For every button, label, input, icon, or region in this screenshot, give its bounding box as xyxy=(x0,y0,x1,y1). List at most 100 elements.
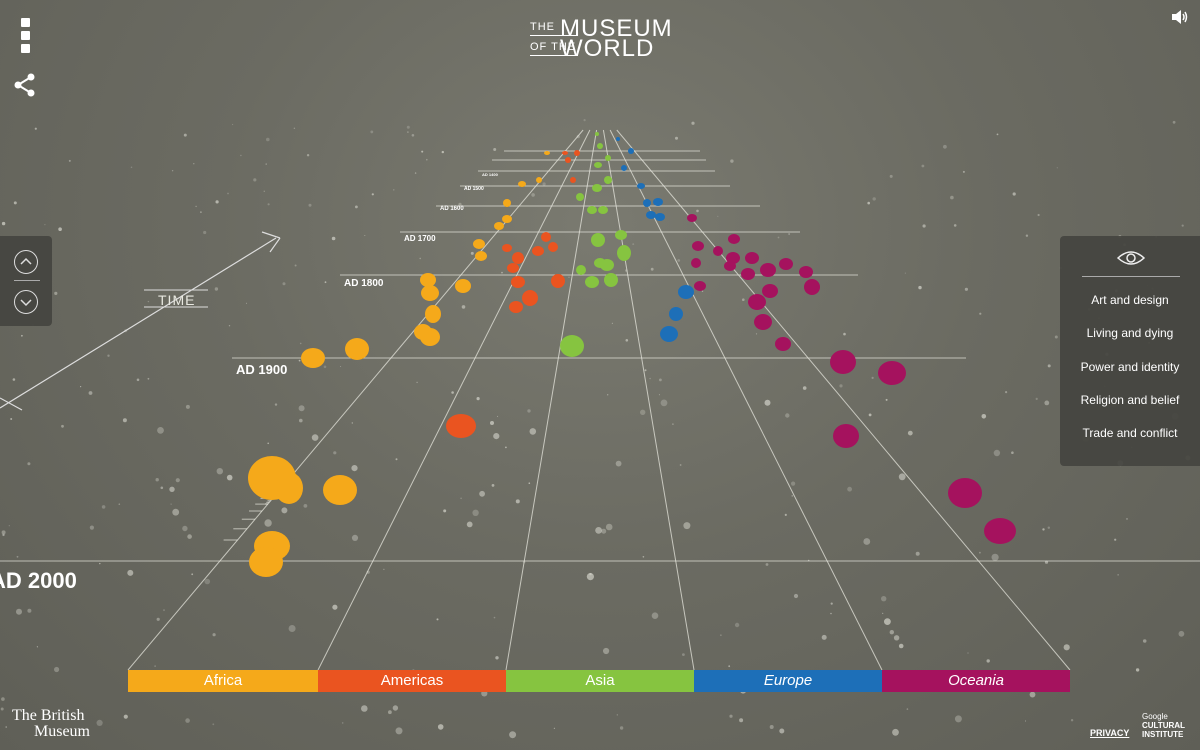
museum-object-oceania[interactable] xyxy=(694,281,706,291)
region-oceania[interactable]: Oceania xyxy=(882,670,1070,692)
region-europe[interactable]: Europe xyxy=(694,670,882,692)
museum-object-oceania[interactable] xyxy=(984,518,1016,544)
museum-object-americas[interactable] xyxy=(522,290,538,306)
museum-object-africa[interactable] xyxy=(421,285,439,301)
museum-object-oceania[interactable] xyxy=(713,246,723,256)
museum-object-americas[interactable] xyxy=(532,246,544,256)
museum-object-asia[interactable] xyxy=(615,230,627,240)
museum-object-asia[interactable] xyxy=(617,245,631,261)
museum-object-oceania[interactable] xyxy=(830,350,856,374)
museum-object-africa[interactable] xyxy=(455,279,471,293)
museum-object-oceania[interactable] xyxy=(687,214,697,222)
museum-object-oceania[interactable] xyxy=(691,258,701,268)
filter-art-and-design[interactable]: Art and design xyxy=(1091,293,1169,307)
museum-object-americas[interactable] xyxy=(548,242,558,252)
museum-object-europe[interactable] xyxy=(678,285,694,299)
museum-object-asia[interactable] xyxy=(585,276,599,288)
museum-object-africa[interactable] xyxy=(275,472,303,504)
museum-object-europe[interactable] xyxy=(669,307,683,321)
filter-religion-and-belief[interactable]: Religion and belief xyxy=(1080,393,1180,407)
museum-object-africa[interactable] xyxy=(323,475,357,505)
museum-object-americas[interactable] xyxy=(574,150,580,156)
region-asia[interactable]: Asia xyxy=(506,670,694,692)
museum-object-europe[interactable] xyxy=(621,165,627,171)
museum-object-africa[interactable] xyxy=(502,215,512,223)
menu-button[interactable] xyxy=(14,18,36,58)
museum-object-europe[interactable] xyxy=(628,148,634,154)
museum-object-asia[interactable] xyxy=(597,143,603,149)
museum-object-oceania[interactable] xyxy=(745,252,759,264)
museum-object-africa[interactable] xyxy=(301,348,325,368)
museum-object-oceania[interactable] xyxy=(804,279,820,295)
museum-object-africa[interactable] xyxy=(249,547,283,577)
museum-object-oceania[interactable] xyxy=(748,294,766,310)
museum-object-africa[interactable] xyxy=(473,239,485,249)
museum-object-asia[interactable] xyxy=(595,132,599,136)
museum-object-oceania[interactable] xyxy=(741,268,755,280)
region-africa[interactable]: Africa xyxy=(128,670,318,692)
privacy-link[interactable]: PRIVACY xyxy=(1090,728,1130,738)
museum-object-africa[interactable] xyxy=(420,273,436,287)
museum-object-oceania[interactable] xyxy=(728,234,740,244)
museum-object-americas[interactable] xyxy=(446,414,476,438)
museum-object-asia[interactable] xyxy=(587,206,597,214)
museum-object-americas[interactable] xyxy=(502,244,512,252)
museum-object-europe[interactable] xyxy=(637,183,645,189)
museum-object-africa[interactable] xyxy=(345,338,369,360)
museum-object-africa[interactable] xyxy=(544,151,550,155)
museum-object-americas[interactable] xyxy=(570,177,576,183)
museum-object-oceania[interactable] xyxy=(726,252,740,264)
museum-object-asia[interactable] xyxy=(594,258,606,268)
museum-object-oceania[interactable] xyxy=(799,266,813,278)
museum-object-africa[interactable] xyxy=(494,222,504,230)
museum-object-europe[interactable] xyxy=(655,213,665,221)
museum-object-asia[interactable] xyxy=(560,335,584,357)
eye-toggle-button[interactable] xyxy=(1116,248,1146,268)
museum-object-americas[interactable] xyxy=(565,157,571,163)
museum-object-oceania[interactable] xyxy=(878,361,906,385)
museum-object-americas[interactable] xyxy=(551,274,565,288)
scroll-down-button[interactable] xyxy=(14,290,38,314)
museum-object-africa[interactable] xyxy=(536,177,542,183)
museum-object-asia[interactable] xyxy=(576,193,584,201)
museum-object-asia[interactable] xyxy=(576,265,586,275)
sound-button[interactable] xyxy=(1170,8,1190,26)
museum-object-oceania[interactable] xyxy=(754,314,772,330)
museum-object-americas[interactable] xyxy=(509,301,523,313)
museum-object-oceania[interactable] xyxy=(775,337,791,351)
museum-object-americas[interactable] xyxy=(562,151,568,155)
museum-object-americas[interactable] xyxy=(512,252,524,264)
museum-object-asia[interactable] xyxy=(592,184,602,192)
museum-object-asia[interactable] xyxy=(594,162,602,168)
region-americas[interactable]: Americas xyxy=(318,670,506,692)
museum-object-americas[interactable] xyxy=(511,276,525,288)
museum-object-oceania[interactable] xyxy=(760,263,776,277)
museum-object-asia[interactable] xyxy=(591,233,605,247)
museum-object-africa[interactable] xyxy=(414,324,432,340)
museum-object-europe[interactable] xyxy=(660,326,678,342)
filter-power-and-identity[interactable]: Power and identity xyxy=(1080,360,1180,374)
share-button[interactable] xyxy=(12,72,38,98)
museum-object-europe[interactable] xyxy=(653,198,663,206)
museum-object-europe[interactable] xyxy=(646,211,656,219)
museum-object-americas[interactable] xyxy=(541,232,551,242)
museum-object-asia[interactable] xyxy=(604,273,618,287)
filter-trade-and-conflict[interactable]: Trade and conflict xyxy=(1082,426,1178,440)
scroll-up-button[interactable] xyxy=(14,250,38,274)
museum-object-oceania[interactable] xyxy=(692,241,704,251)
museum-object-oceania[interactable] xyxy=(779,258,793,270)
museum-object-oceania[interactable] xyxy=(762,284,778,298)
museum-object-africa[interactable] xyxy=(518,181,526,187)
museum-object-oceania[interactable] xyxy=(724,261,736,271)
museum-object-europe[interactable] xyxy=(616,137,620,141)
museum-object-asia[interactable] xyxy=(598,206,608,214)
filter-living-and-dying[interactable]: Living and dying xyxy=(1086,326,1174,340)
museum-object-asia[interactable] xyxy=(604,176,612,184)
museum-object-asia[interactable] xyxy=(605,155,611,161)
museum-object-africa[interactable] xyxy=(503,199,511,207)
museum-object-oceania[interactable] xyxy=(833,424,859,448)
museum-object-africa[interactable] xyxy=(475,251,487,261)
museum-object-europe[interactable] xyxy=(643,199,651,207)
museum-object-americas[interactable] xyxy=(507,263,519,273)
